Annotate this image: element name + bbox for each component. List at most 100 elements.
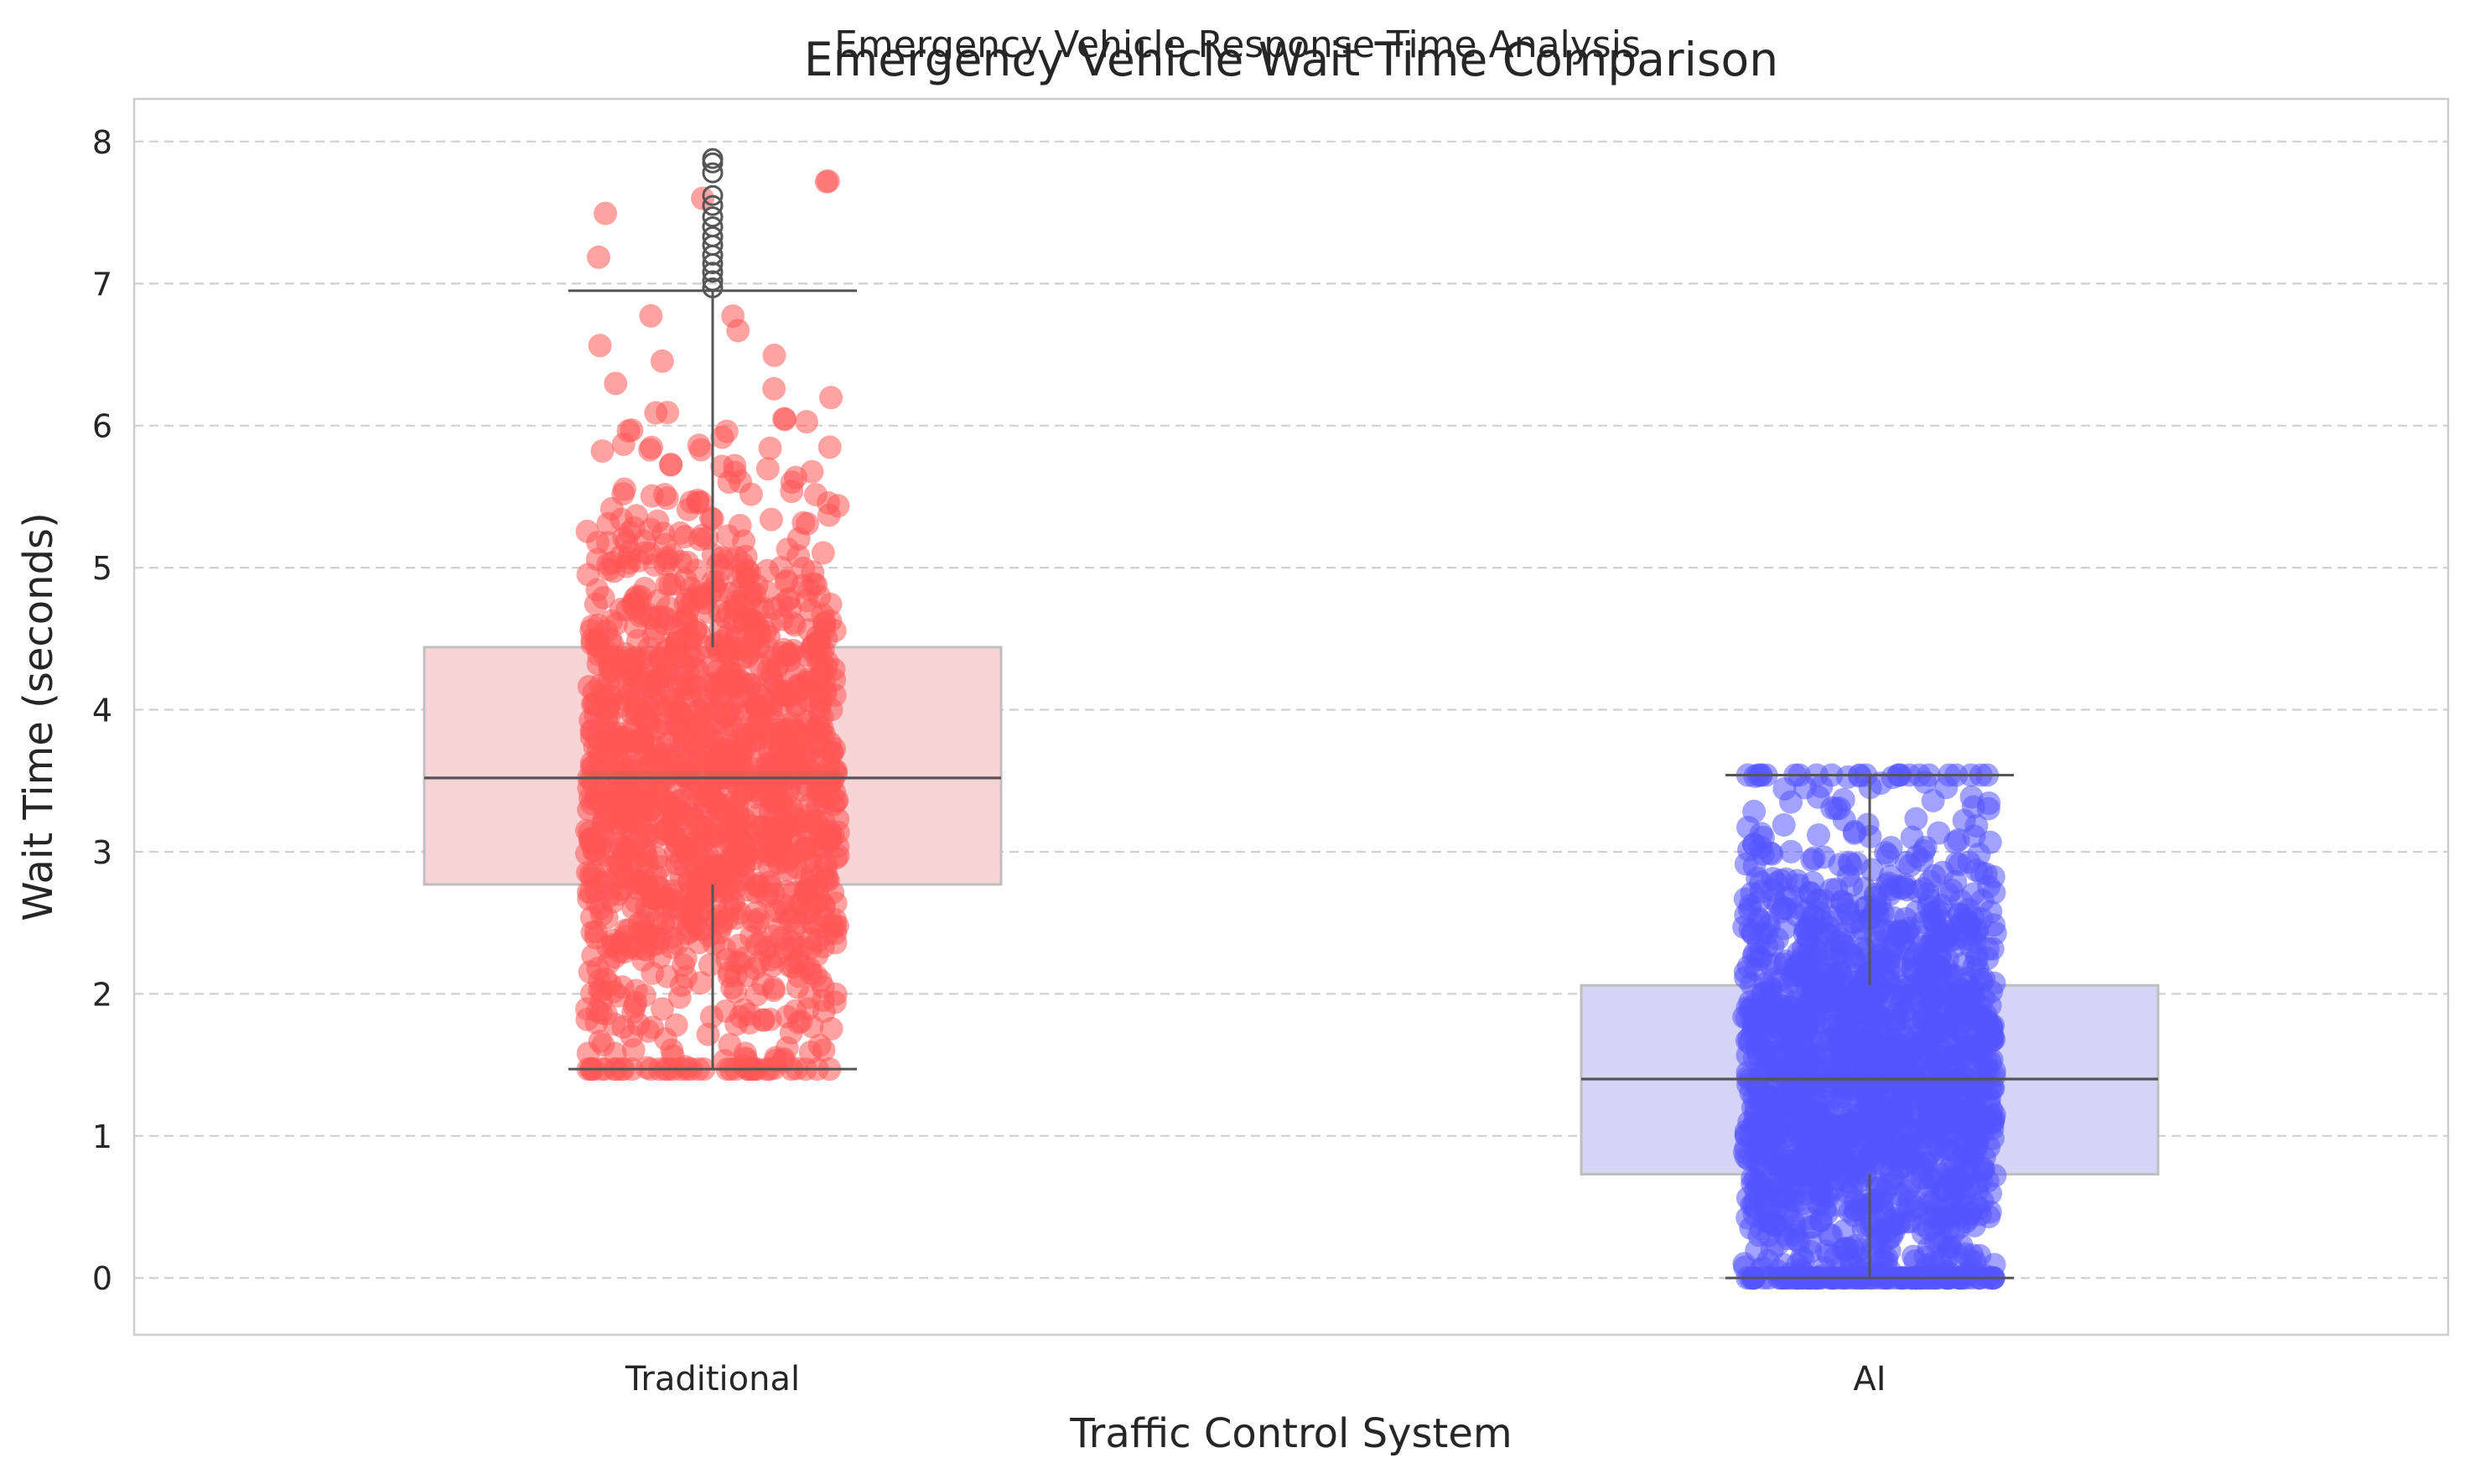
y-tick-label: 3 bbox=[92, 834, 112, 871]
outlier-point bbox=[702, 262, 724, 283]
data-point bbox=[745, 728, 769, 752]
data-point bbox=[714, 820, 739, 844]
data-point bbox=[621, 1038, 646, 1062]
data-point bbox=[814, 656, 838, 680]
data-point bbox=[1847, 981, 1871, 1005]
data-point bbox=[616, 418, 641, 443]
data-point bbox=[1772, 1093, 1797, 1118]
data-point bbox=[686, 490, 710, 515]
data-point bbox=[1963, 930, 1987, 954]
data-point bbox=[1888, 954, 1912, 978]
data-point bbox=[1947, 901, 1971, 926]
data-point bbox=[762, 376, 786, 401]
data-point bbox=[1754, 1114, 1778, 1139]
data-point bbox=[611, 1015, 636, 1040]
data-point bbox=[615, 647, 639, 672]
data-point bbox=[641, 961, 665, 985]
outlier-point bbox=[702, 195, 724, 216]
data-point bbox=[1839, 852, 1863, 876]
data-point bbox=[676, 671, 700, 695]
data-point bbox=[811, 988, 835, 1013]
data-point bbox=[616, 918, 641, 942]
data-point bbox=[610, 877, 634, 901]
data-point bbox=[1740, 972, 1764, 996]
data-point bbox=[1902, 973, 1926, 997]
data-point bbox=[811, 904, 835, 928]
data-point bbox=[1834, 1132, 1859, 1156]
data-point bbox=[1953, 1102, 1977, 1126]
data-point bbox=[1756, 1223, 1781, 1248]
data-point bbox=[761, 978, 786, 1003]
data-point bbox=[1946, 828, 1970, 852]
data-point bbox=[640, 484, 664, 508]
data-point bbox=[1782, 963, 1806, 988]
data-point bbox=[575, 519, 599, 543]
data-point bbox=[753, 620, 777, 644]
data-point bbox=[1819, 1223, 1844, 1248]
figure-suptitle: Emergency Vehicle Response Time Analysis bbox=[834, 23, 1641, 66]
data-point bbox=[808, 628, 833, 652]
data-point bbox=[596, 552, 620, 576]
data-point bbox=[785, 807, 809, 832]
data-point bbox=[783, 934, 807, 958]
data-point bbox=[819, 771, 843, 795]
data-point bbox=[800, 459, 824, 484]
chart-title: Emergency Vehicle Wait Time Comparison bbox=[804, 33, 1778, 86]
data-point bbox=[726, 731, 750, 755]
data-point bbox=[770, 593, 794, 617]
data-point bbox=[1844, 1189, 1868, 1213]
data-point bbox=[1882, 933, 1907, 957]
data-point bbox=[755, 457, 780, 481]
data-point bbox=[791, 556, 816, 580]
data-point bbox=[811, 603, 835, 627]
data-point bbox=[771, 742, 796, 766]
data-point bbox=[718, 1033, 742, 1057]
data-point bbox=[607, 940, 631, 964]
data-point bbox=[597, 741, 621, 765]
data-point bbox=[653, 1027, 677, 1051]
outlier-point bbox=[702, 148, 724, 169]
data-point bbox=[1978, 830, 2002, 854]
data-point bbox=[1844, 1149, 1868, 1174]
data-point bbox=[1944, 1047, 1969, 1071]
outlier-point bbox=[702, 206, 724, 228]
data-point bbox=[1936, 882, 1960, 906]
data-point bbox=[1807, 1115, 1831, 1139]
data-point bbox=[629, 796, 653, 820]
x-tick-label: Traditional bbox=[625, 1360, 800, 1398]
data-point bbox=[588, 334, 612, 358]
data-point bbox=[1836, 1170, 1860, 1194]
data-point bbox=[576, 563, 600, 587]
data-point bbox=[808, 968, 833, 993]
data-point bbox=[746, 907, 771, 931]
data-point bbox=[1976, 796, 2000, 821]
data-point bbox=[736, 607, 760, 631]
data-point bbox=[709, 629, 734, 653]
data-point bbox=[1820, 1099, 1845, 1123]
data-point bbox=[627, 817, 651, 841]
data-point bbox=[734, 774, 759, 798]
data-point bbox=[736, 963, 760, 988]
data-point bbox=[1942, 935, 1966, 959]
data-point bbox=[1839, 874, 1864, 898]
data-point bbox=[758, 843, 782, 868]
data-point bbox=[1734, 903, 1758, 927]
data-point bbox=[698, 702, 723, 726]
data-point bbox=[819, 386, 843, 410]
data-point bbox=[591, 1033, 615, 1057]
data-point bbox=[1734, 852, 1758, 876]
data-point bbox=[586, 842, 610, 866]
data-point bbox=[580, 920, 604, 944]
data-point bbox=[589, 978, 614, 1003]
data-point bbox=[1841, 1237, 1865, 1261]
data-point bbox=[710, 425, 734, 449]
data-point bbox=[1844, 1058, 1868, 1082]
data-point bbox=[1789, 1245, 1813, 1269]
data-point bbox=[687, 917, 711, 942]
data-point bbox=[1736, 1206, 1760, 1230]
data-point bbox=[762, 343, 786, 367]
data-point bbox=[1755, 1203, 1779, 1227]
data-point bbox=[1773, 1124, 1798, 1149]
data-point bbox=[1802, 1071, 1826, 1095]
data-point bbox=[720, 703, 745, 727]
